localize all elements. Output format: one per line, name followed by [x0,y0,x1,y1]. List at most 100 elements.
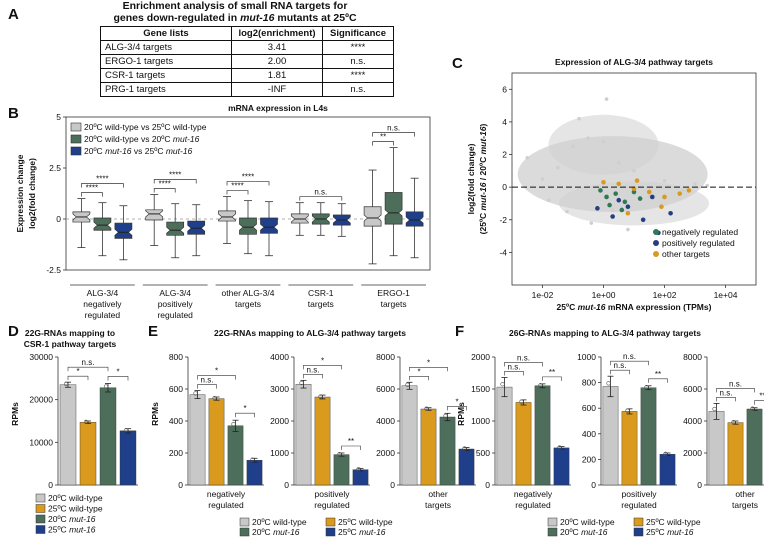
y-tick-label: 0 [56,214,61,224]
scatter-point [705,183,709,188]
y-tick-label: 8000 [683,352,702,362]
panel-label-c: C [452,55,463,72]
significance-label: * [455,397,458,406]
legend-swatch [35,514,46,524]
scatter-point [647,195,652,199]
panel-d-bar [119,430,137,486]
chart-title: mRNA expression in L4s [228,103,328,113]
panel-label-f: F [455,323,465,340]
replicate-point [83,419,89,424]
scatter-point [555,165,560,170]
legend-swatch [633,517,644,527]
box [290,213,309,224]
scatter-point [659,204,664,210]
significance-bracket [153,179,197,184]
scatter-point [571,144,575,149]
panel-d-bar [79,422,97,486]
panel-d-legend-entry: 20ºC mut-16 [48,514,96,524]
replicate-point [318,394,323,399]
y-tick-label: -2 [499,215,507,225]
y-tick-label: 2000 [471,352,490,362]
significance-label: ** [549,368,555,377]
significance-label: n.s. [82,358,95,367]
panel-d-bar [99,387,117,486]
y-tick-label: 2000 [270,416,289,426]
subplot-bar [602,386,619,486]
group-label: ALG-3/4 [159,288,191,298]
significance-label: **** [231,182,243,191]
subplot-label: regulated [515,500,551,510]
y-tick-label: 1500 [471,384,490,394]
subplot-label: negatively [514,489,553,499]
table-header-row: Gene lists log2(enrichment) Significance [100,26,394,41]
significance-label: * [417,367,420,376]
replicate-point [644,385,649,390]
significance-bracket [372,132,415,137]
y-tick-label: -4 [499,247,507,257]
y-tick-label: 2000 [683,448,702,458]
y-tick-label: 2000 [376,448,395,458]
scatter-point [607,202,612,208]
legend-swatch [35,504,46,513]
group-label: targets [308,299,334,309]
panel-e-legend-entry: 25ºC mut-16 [338,527,386,537]
significance-label: n.s. [314,188,327,197]
significance-label: * [243,404,246,413]
box [218,210,236,222]
group-label: CSR-1 [308,288,334,298]
replicate-point [356,467,361,472]
y-tick-label: 800 [169,352,183,362]
subplot-bar [727,422,744,486]
table-row: CSR-1 targets 1.81 **** [100,68,394,83]
box [384,192,403,225]
chart-title: Expression of ALG-3/4 pathway targets [555,57,713,67]
significance-bracket [67,375,89,381]
significance-bracket [303,374,323,379]
scatter-point [625,210,631,216]
significance-bracket [299,196,343,201]
subplot-bar [189,394,206,486]
significance-bracket [504,362,543,367]
subplot-bar [640,387,657,486]
panel-d-bar [59,384,77,486]
box [166,221,185,236]
legend-swatch [325,517,336,527]
significance-label: * [76,367,79,376]
subplot-label: other [428,489,448,499]
scatter-point [604,97,609,101]
scatter-point [646,189,652,195]
replicate-point [462,446,467,451]
legend-swatch [70,122,82,132]
subplot-label: regulated [621,500,657,510]
y-tick-label: 400 [169,416,183,426]
significance-bracket [107,376,129,381]
y-tick-label: 2 [502,150,507,160]
y-tick-label: -2.5 [46,265,61,275]
panel-e-legend-entry: 20ºC wild-type [252,517,307,527]
replicate-point [750,406,755,411]
x-tick-label: 1e+02 [653,290,677,300]
y-tick-label: 8000 [376,352,395,362]
y-tick-label: 0 [591,480,596,490]
panel-label-d: D [8,323,19,340]
significance-bracket [226,190,249,195]
subplot-bar [439,416,456,486]
significance-label: **** [96,175,108,184]
scatter-point [616,181,622,187]
group-label: ERGO-1 [377,288,410,298]
y-tick-label: 6 [502,84,507,94]
replicate-point [193,391,198,396]
box [145,209,164,221]
significance-bracket [409,366,448,372]
scatter-point [616,160,621,165]
subplot-bar [333,454,350,486]
chart-title: 22G-RNAs mapping to ALG-3/4 pathway targ… [214,328,406,338]
y-axis-label: Expression change [15,154,25,232]
panel-f-legend-entry: 20ºC wild-type [560,517,615,527]
legend-swatch [70,146,82,156]
legend-entry: 20ºC mut-16 vs 25ºC mut-16 [84,146,193,156]
box [114,222,133,239]
replicate-point [625,408,630,413]
y-tick-label: 0 [284,480,289,490]
subplot-label: targets [425,500,451,510]
